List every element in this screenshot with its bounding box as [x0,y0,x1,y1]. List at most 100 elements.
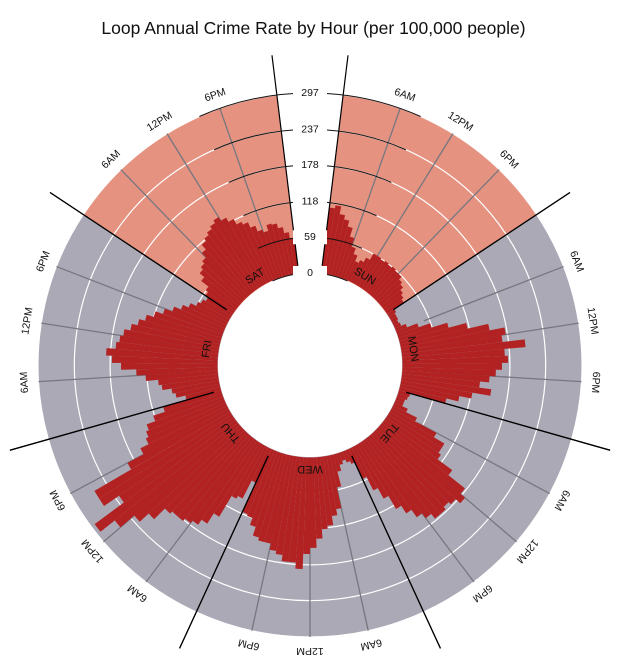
bar-tue-h17 [365,436,432,519]
bar-fri-h11 [119,335,219,355]
bar-fri-h3 [161,377,219,391]
hour-line [423,265,564,322]
day-label-fri: FRI [200,339,215,358]
hour-label: 12PM [19,306,35,335]
bar-sat-h3 [199,269,242,306]
bar-sun-h13 [361,259,385,291]
bar-tue-h22 [351,446,378,491]
bar-thu-h20 [146,399,226,438]
bar-wed-h15 [281,456,301,562]
scale-label: 59 [304,231,316,243]
bar-thu-h12 [114,422,240,528]
bar-sun-h17 [371,270,399,299]
bar-tue-h3 [394,399,404,407]
bar-mon-h2 [390,316,399,323]
bar-sun-h23 [385,299,404,314]
bar-thu-h3 [213,442,263,517]
bar-wed-h11 [310,457,317,548]
hour-line [349,108,401,251]
hour-label: 6AM [99,148,123,172]
bar-sat-h14 [236,221,271,284]
bar-sun-h7 [343,253,358,281]
bar-fri-h5 [145,370,218,381]
bar-thu-h1 [237,446,269,499]
radial-scale: 0 59 118 178 237 297 [199,86,421,282]
bar-sun-h9 [349,260,364,284]
bar-wed-h2 [339,451,346,461]
bar-wed-h9 [316,456,328,530]
hour-line [373,133,454,262]
hour-line [394,169,500,278]
bar-sun-h8 [346,261,359,282]
bar-sat-h8 [204,235,254,295]
grid-arc [37,214,84,440]
bar-wed-h14 [288,456,304,563]
bar-wed-h19 [258,453,287,543]
bar-sat-h1 [205,286,237,312]
scale-label: 178 [301,159,319,171]
bar-sun-h16 [369,266,396,297]
bar-mon-h15 [402,355,509,365]
hour-label: 6PM [237,636,261,652]
bar-thu-h16 [94,411,232,499]
bar-tue-h1 [396,393,408,401]
bar-sun-h21 [381,289,403,309]
bar-sat-h9 [206,228,256,293]
bar-wed-h20 [252,452,284,538]
bar-thu-h15 [99,414,234,506]
bar-sat-h20 [271,223,289,276]
bar-tue-h6 [389,408,437,438]
bar-sat-h13 [228,219,268,285]
grid-arc [536,214,583,440]
bar-sat-h18 [263,230,283,278]
bar-fri-h6 [136,367,218,376]
day-divider [406,391,611,451]
bar-mon-h7 [397,323,432,338]
bar-thu-h6 [185,436,255,524]
bar-tue-h8 [386,414,442,453]
bar-tue-h0 [398,390,411,398]
bar-wed-h0 [345,449,355,464]
bar-tue-h5 [391,405,418,422]
bar-thu-h4 [201,440,260,524]
bar-fri-h9 [106,348,218,361]
hour-label: 6PM [203,86,227,104]
bar-sun-h18 [374,273,402,301]
bar-wed-h13 [295,457,307,569]
bar-sat-h5 [202,257,246,301]
bar-wed-h1 [342,450,351,463]
scale-label-bg [293,122,327,137]
bar-sun-h6 [340,246,356,279]
bar-wed-h21 [249,451,281,527]
bar-mon-h6 [396,323,419,335]
bar-thu-h23 [163,390,222,412]
bar-fri-h15 [145,314,222,342]
scale-label: 118 [302,195,319,207]
bar-mon-h19 [401,373,480,388]
bar-wed-h16 [275,456,297,556]
bar-thu-h9 [164,430,247,514]
bar-wed-h3 [336,452,344,465]
bar-fri-h22 [200,299,232,320]
bar-sun-h3 [331,219,350,276]
hour-label: 6AM [393,86,417,104]
bar-fri-h20 [188,303,228,326]
bar-tue-h13 [375,427,456,505]
bar-thu-h2 [231,444,266,499]
hour-label: 6AM [125,582,149,605]
bar-mon-h12 [401,335,503,355]
bar-fri-h0 [185,387,222,401]
bar-thu-h14 [119,417,236,503]
bar-thu-h8 [172,432,250,517]
bar-sun-h4 [334,226,353,277]
hour-label: 6AM [552,488,573,513]
bar-mon-h9 [399,323,468,345]
bar-wed-h12 [303,457,310,554]
bar-tue-h11 [380,422,465,494]
bar-thu-h7 [177,434,252,521]
bar-tue-h16 [368,434,441,519]
bar-thu-h10 [148,427,245,520]
bar-sun-h14 [364,260,389,293]
bar-thu-h21 [146,396,225,431]
bar-mon-h13 [401,339,526,358]
